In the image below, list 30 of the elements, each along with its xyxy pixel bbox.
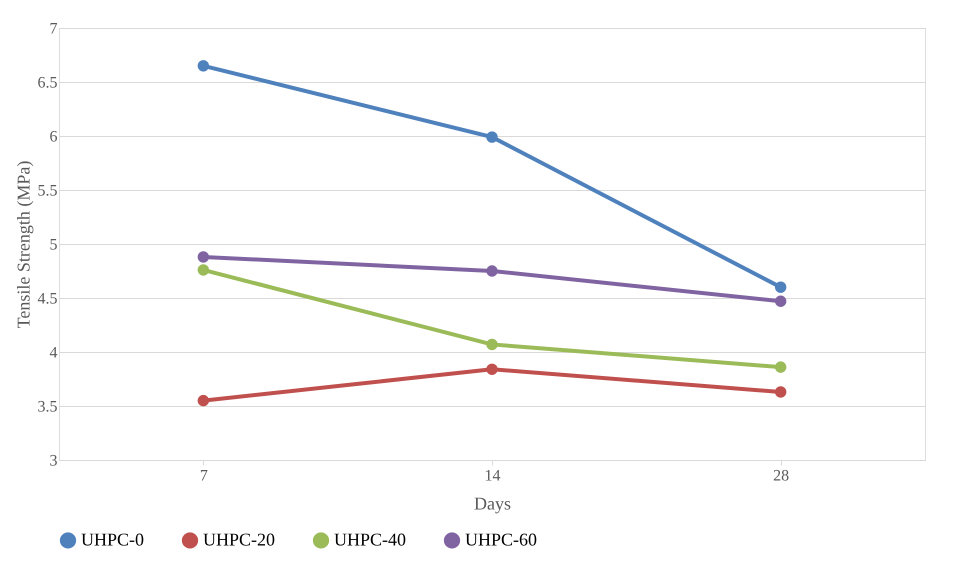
legend-label: UHPC-40 (334, 529, 406, 550)
legend-label: UHPC-60 (465, 529, 538, 550)
y-tick-label: 3 (50, 452, 58, 470)
x-tick-label: 14 (484, 468, 500, 484)
y-tick-label: 3.5 (38, 398, 58, 416)
y-tick-label: 4.5 (38, 290, 58, 308)
y-tick-label: 4 (50, 344, 58, 362)
legend-label: UHPC-20 (203, 529, 276, 550)
point (486, 265, 498, 277)
x-tick-label: 7 (200, 468, 208, 484)
point (486, 364, 498, 375)
y-tick-label: 6 (50, 128, 58, 146)
point (774, 361, 786, 373)
point (198, 394, 210, 406)
point (774, 386, 786, 398)
x-tick-label: 28 (773, 468, 790, 484)
point (198, 60, 210, 72)
point (486, 131, 498, 143)
y-tick-label: 5 (50, 236, 58, 254)
point (486, 338, 498, 350)
y-axis-title: Tensile Strength (MPa) (14, 160, 34, 328)
legend-label: UHPC-0 (81, 529, 144, 550)
y-tick-label: 5.5 (38, 182, 58, 200)
x-axis-title: Days (474, 494, 511, 514)
point (198, 251, 210, 263)
point (198, 264, 210, 276)
point (774, 296, 786, 307)
y-tick-label: 6.5 (38, 74, 58, 92)
point (774, 282, 786, 293)
y-tick-label: 7 (50, 20, 58, 38)
